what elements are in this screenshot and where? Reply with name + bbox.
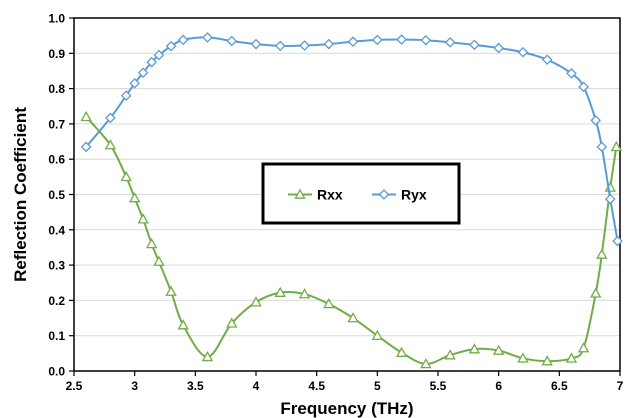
data-point-ryx (596, 141, 608, 153)
data-point-ryx (420, 34, 432, 46)
x-tick-label: 4 (253, 379, 260, 393)
data-point-ryx (347, 36, 359, 47)
data-point-ryx (396, 34, 407, 45)
data-point-ryx (517, 46, 529, 58)
legend-marker-ryx (378, 189, 390, 200)
x-tick-label: 5.5 (430, 379, 447, 393)
data-point-ryx (226, 35, 238, 47)
data-point-rxx (120, 170, 132, 182)
data-point-ryx (372, 34, 383, 46)
data-point-rxx (596, 248, 608, 259)
legend-label-rxx: Rxx (317, 187, 343, 203)
data-point-rxx (420, 358, 432, 369)
data-point-rxx (590, 287, 602, 298)
data-point-ryx (137, 67, 149, 79)
data-point-rxx (395, 346, 408, 357)
data-point-ryx (177, 34, 189, 46)
data-point-rxx (177, 319, 189, 330)
y-tick-label: 0.1 (48, 329, 65, 343)
data-point-rxx (80, 110, 92, 122)
data-point-ryx (444, 37, 456, 48)
x-tick-label: 6.5 (551, 379, 568, 393)
data-point-ryx (250, 38, 262, 50)
data-point-ryx (612, 235, 623, 247)
data-point-ryx (202, 32, 213, 43)
legend: Rxx Ryx (261, 162, 461, 225)
data-point-rxx (541, 355, 553, 366)
data-point-ryx (469, 39, 480, 51)
data-point-rxx (153, 255, 165, 266)
data-point-rxx (565, 352, 578, 363)
data-point-rxx (347, 312, 359, 323)
x-tick-label: 2.5 (66, 379, 83, 393)
x-tick-label: 7 (617, 379, 624, 393)
data-point-rxx (104, 139, 117, 150)
data-point-rxx (610, 140, 623, 152)
legend-marker-rxx (294, 188, 306, 199)
data-point-ryx (120, 90, 132, 101)
y-tick-label: 0.2 (48, 294, 65, 308)
data-point-ryx (323, 38, 335, 50)
data-point-ryx (566, 68, 577, 79)
y-tick-label: 0.8 (48, 82, 65, 96)
data-point-ryx (146, 56, 157, 68)
y-axis-title: Reflection Coefficient (11, 107, 30, 282)
y-tick-label: 0.3 (48, 259, 65, 273)
x-axis-title: Frequency (THz) (280, 399, 413, 418)
data-point-ryx (153, 49, 165, 61)
data-point-rxx (371, 329, 384, 341)
axis-ticks: 0.0 0.1 0.2 0.3 0.4 0.5 0.6 0.7 0.8 0.9 1.0 2.5 3 3.5… (48, 12, 623, 394)
data-point-ryx (541, 54, 553, 65)
series-ryx (80, 32, 623, 247)
data-point-ryx (604, 193, 616, 205)
data-point-rxx (128, 192, 141, 203)
legend-label-ryx: Ryx (401, 187, 427, 203)
y-tick-label: 0.9 (48, 47, 65, 61)
data-point-rxx (226, 317, 238, 328)
data-point-rxx (137, 213, 149, 224)
data-point-ryx (493, 42, 504, 54)
data-point-ryx (165, 40, 177, 52)
data-point-ryx (80, 141, 92, 153)
series-layer (80, 32, 623, 369)
y-tick-label: 0.5 (48, 188, 65, 202)
data-point-ryx (105, 112, 116, 124)
y-tick-label: 0.0 (48, 365, 65, 379)
y-tick-label: 0.7 (48, 117, 65, 131)
data-point-rxx (517, 352, 529, 363)
y-tick-label: 1.0 (48, 12, 65, 26)
data-point-rxx (165, 285, 177, 296)
data-point-rxx (250, 296, 262, 307)
data-point-rxx (145, 237, 158, 249)
data-point-ryx (129, 77, 140, 89)
data-point-rxx (201, 350, 214, 362)
x-tick-label: 4.5 (308, 379, 325, 393)
data-point-rxx (492, 344, 505, 355)
x-tick-label: 5 (374, 379, 381, 393)
data-point-rxx (577, 342, 590, 353)
data-point-rxx (444, 349, 456, 360)
data-point-rxx (298, 288, 311, 299)
y-tick-label: 0.6 (48, 153, 65, 167)
x-tick-label: 3 (131, 379, 138, 393)
data-point-rxx (468, 343, 481, 354)
series-line-rxx (85, 116, 618, 365)
x-tick-label: 6 (495, 379, 502, 393)
series-rxx (80, 110, 623, 369)
data-point-ryx (299, 40, 310, 51)
data-point-rxx (274, 286, 286, 297)
data-point-rxx (323, 297, 335, 309)
data-point-ryx (590, 115, 602, 126)
x-tick-label: 3.5 (187, 379, 204, 393)
y-tick-label: 0.4 (48, 223, 65, 237)
data-point-ryx (578, 81, 589, 93)
data-point-ryx (274, 40, 286, 52)
